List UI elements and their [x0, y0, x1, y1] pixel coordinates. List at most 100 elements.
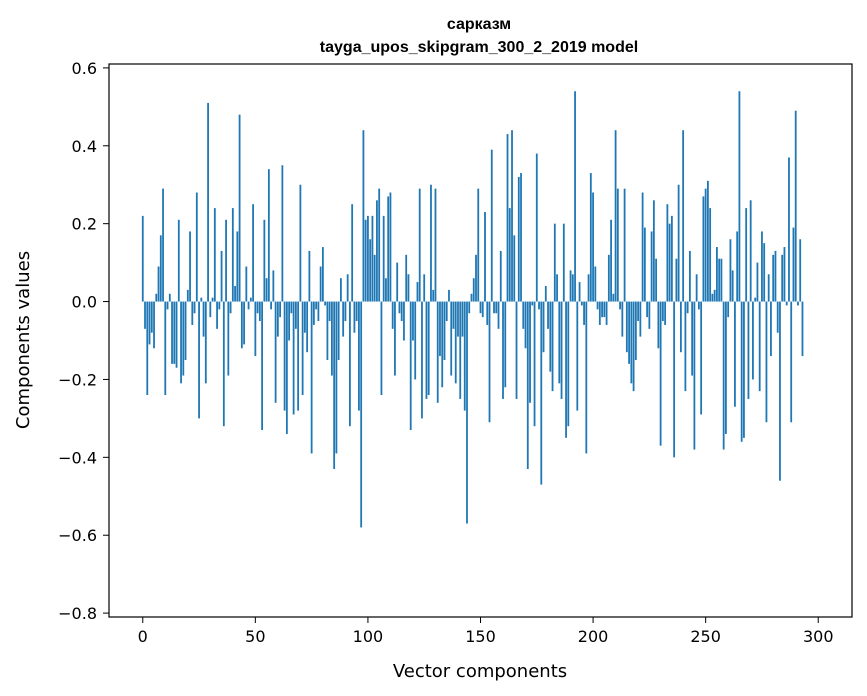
bar-272	[754, 297, 757, 302]
bar-209	[612, 293, 615, 302]
bar-247	[698, 301, 700, 310]
y-tick-label: −0.8	[58, 604, 97, 623]
bar-79	[319, 266, 322, 302]
bar-88	[340, 278, 342, 302]
bar-55	[265, 278, 268, 302]
bar-260	[727, 301, 730, 318]
bar-281	[774, 250, 777, 302]
bar-77	[315, 301, 318, 310]
x-tick-label: 250	[690, 627, 721, 646]
bar-61	[279, 301, 282, 318]
bar-91	[346, 274, 349, 302]
bar-73	[306, 301, 309, 353]
y-tick-label: −0.2	[58, 370, 97, 389]
bar-195	[580, 301, 583, 306]
bar-228	[655, 258, 658, 302]
bar-219	[634, 301, 637, 360]
bar-199	[589, 173, 592, 302]
bar-0	[141, 215, 144, 302]
bar-99	[364, 219, 367, 302]
bar-83	[328, 301, 331, 322]
bar-285	[783, 247, 786, 302]
bar-242	[686, 301, 689, 314]
bar-256	[718, 258, 721, 302]
bar-25	[198, 301, 200, 419]
bar-19	[184, 301, 187, 360]
bar-149	[477, 188, 480, 302]
bar-42	[236, 231, 239, 302]
bar-167	[517, 176, 520, 302]
bar-221	[639, 301, 642, 337]
y-tick-label: 0.4	[72, 137, 97, 156]
bar-203	[598, 301, 601, 325]
bar-50	[254, 301, 257, 357]
bar-220	[637, 301, 640, 322]
bar-110	[389, 192, 392, 302]
bar-121	[414, 301, 417, 380]
bar-183	[553, 223, 556, 302]
bar-245	[693, 301, 696, 450]
bar-100	[367, 215, 369, 302]
bar-147	[472, 278, 475, 302]
bar-60	[276, 301, 279, 337]
bar-144	[466, 301, 468, 524]
bar-274	[758, 301, 761, 392]
bar-66	[290, 301, 293, 314]
bar-47	[247, 301, 250, 310]
bar-267	[743, 301, 745, 438]
bar-141	[459, 301, 462, 399]
bar-226	[650, 231, 653, 302]
bar-78	[317, 301, 320, 322]
bar-21	[189, 231, 191, 302]
bar-44	[240, 301, 243, 349]
bar-94	[353, 301, 356, 333]
bar-160	[502, 301, 504, 399]
x-axis: 0 50 100 150 200 250 300	[138, 617, 834, 646]
bar-257	[720, 258, 723, 302]
bar-290	[794, 110, 797, 302]
bar-72	[303, 301, 306, 333]
bar-96	[358, 301, 360, 411]
bar-240	[682, 130, 685, 302]
x-tick-label: 200	[578, 627, 609, 646]
bar-97	[360, 301, 363, 528]
bar-86	[335, 301, 338, 454]
bar-113	[396, 262, 399, 302]
bar-236	[673, 301, 676, 458]
bar-28	[204, 301, 207, 384]
bar-38	[227, 301, 230, 376]
bar-115	[400, 301, 403, 322]
bar-62	[281, 165, 284, 302]
bar-271	[752, 301, 754, 380]
bar-264	[736, 231, 739, 302]
bar-223	[643, 227, 646, 302]
bar-104	[376, 200, 378, 302]
bar-14	[173, 301, 176, 364]
bar-84	[331, 301, 333, 376]
bar-40	[231, 208, 234, 302]
bar-114	[398, 301, 401, 314]
bar-210	[614, 130, 617, 302]
bar-118	[407, 274, 410, 302]
bar-20	[186, 289, 189, 302]
bar-18	[182, 301, 185, 376]
y-tick-label: 0.6	[72, 59, 97, 78]
bar-6	[155, 293, 158, 302]
bar-153	[486, 301, 489, 325]
bar-2	[146, 301, 149, 396]
bar-45	[243, 301, 245, 345]
bar-155	[490, 149, 493, 302]
bar-101	[369, 239, 372, 302]
bar-138	[452, 301, 455, 329]
bar-27	[202, 301, 205, 337]
bar-284	[781, 254, 784, 302]
bar-3	[148, 301, 151, 345]
bar-136	[448, 289, 450, 302]
bar-13	[171, 301, 173, 364]
bar-68	[294, 301, 297, 329]
bar-137	[450, 301, 453, 376]
bar-70	[299, 184, 302, 302]
bar-232	[664, 301, 667, 325]
bar-174	[533, 301, 536, 427]
